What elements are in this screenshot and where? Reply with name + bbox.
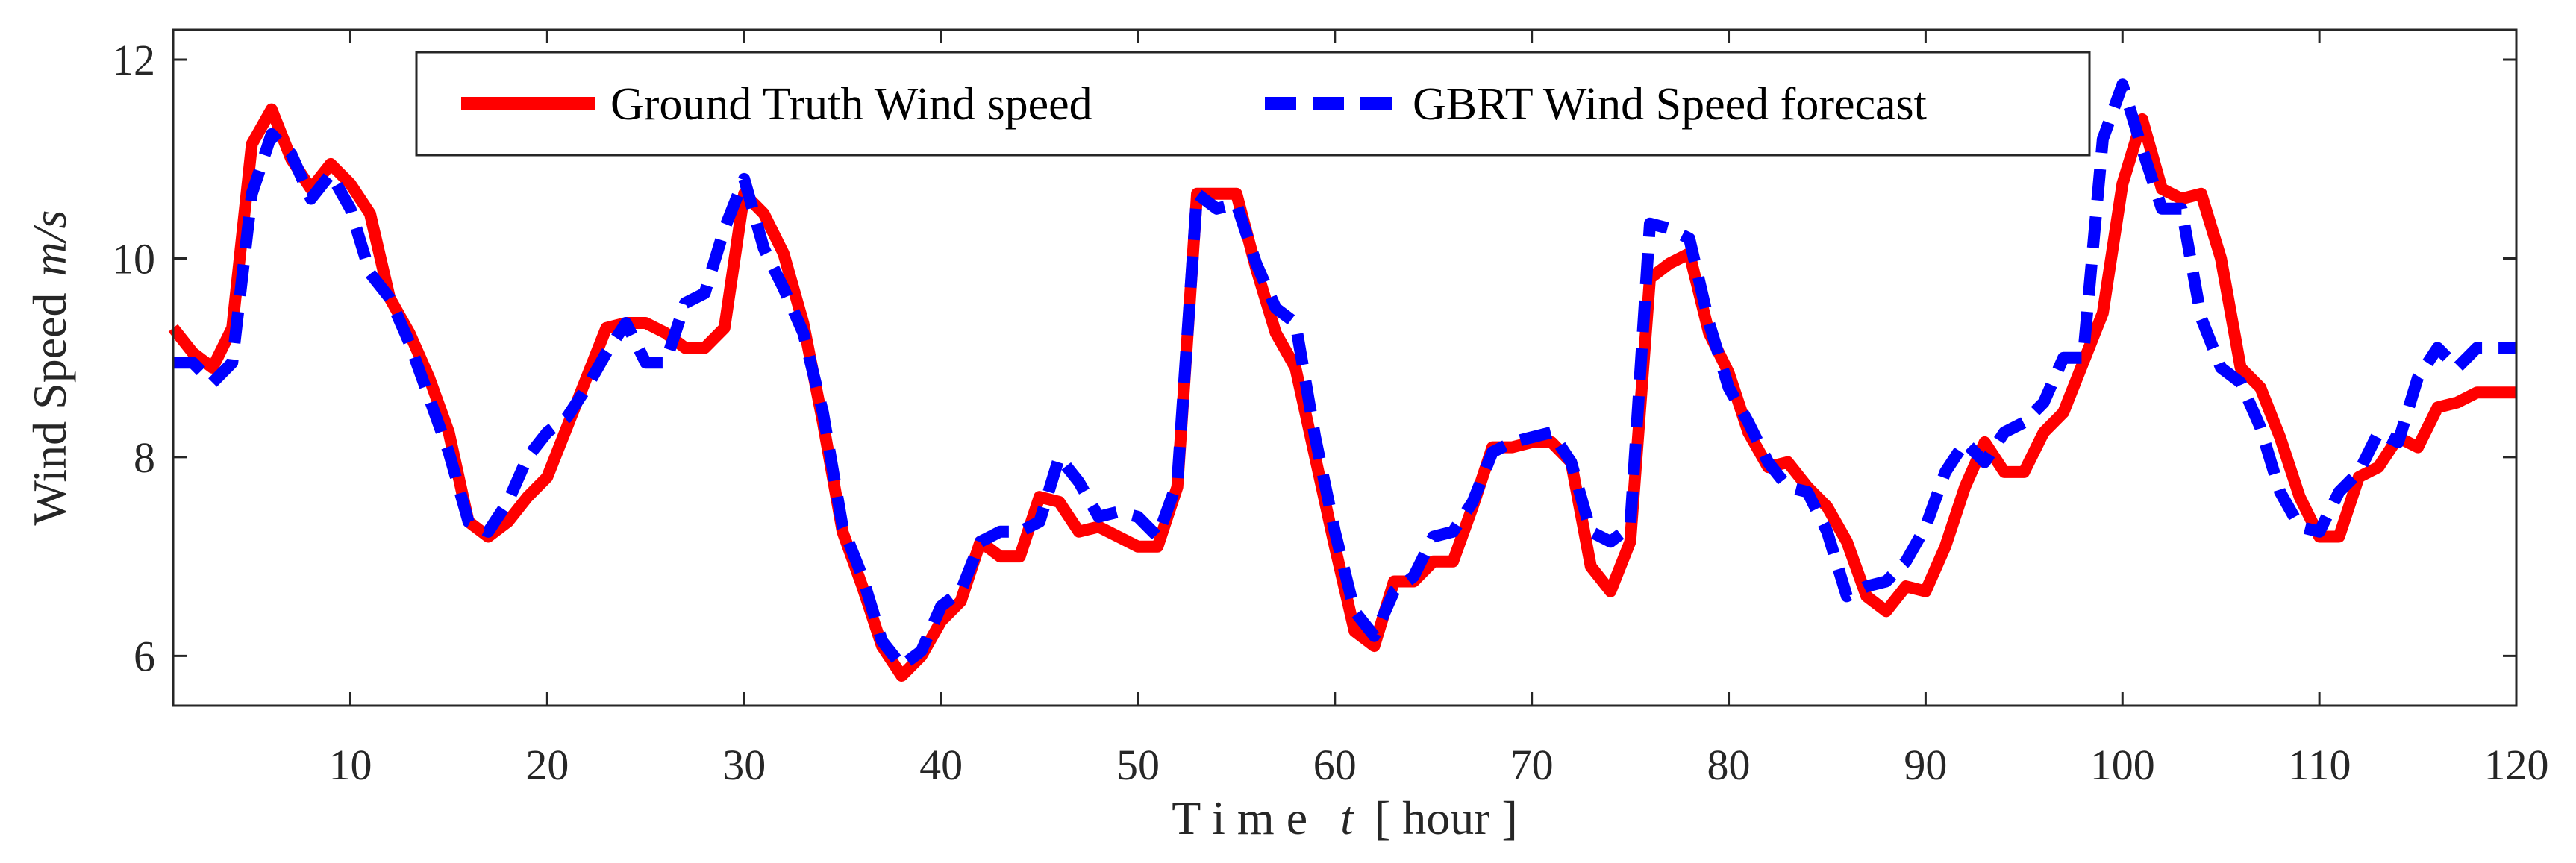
legend: Ground Truth Wind speed GBRT Wind Speed … [415,51,2091,157]
y-axis-ticks: 6 8 10 12 [112,36,2516,680]
x-axis-label: T i m e [1172,791,1307,844]
x-axis-unit: [ hour ] [1375,791,1518,844]
plot-lines [168,78,2516,682]
y-tick-label: 6 [134,632,155,680]
y-axis-unit: m/s [23,210,76,277]
x-tick-label: 40 [919,741,963,789]
legend-label-gbrt: GBRT Wind Speed forecast [1413,79,1927,130]
legend-label-ground-truth: Ground Truth Wind speed [610,79,1092,130]
y-axis-label: Wind Speed [23,292,76,525]
x-tick-label: 50 [1116,741,1160,789]
x-axis-title: T i m e t [ hour ] [1172,791,1518,844]
x-axis-ticks: 10 20 30 40 50 60 70 80 90 100 110 120 [328,30,2549,789]
x-tick-label: 60 [1313,741,1357,789]
series-line-gbrt-forecast [173,78,2516,672]
x-tick-label: 80 [1707,741,1751,789]
y-tick-label: 8 [134,433,155,482]
x-tick-label: 20 [525,741,569,789]
x-tick-label: 10 [328,741,372,789]
y-axis-title: Wind Speed m/s [23,210,76,526]
plot-area-frame [172,28,2518,707]
y-tick-label: 12 [112,36,155,84]
x-axis-variable: t [1340,791,1355,844]
x-tick-label: 70 [1510,741,1554,789]
x-tick-label: 120 [2484,741,2549,789]
x-tick-label: 100 [2090,741,2155,789]
x-tick-label: 110 [2288,741,2351,789]
x-tick-label: 90 [1904,741,1947,789]
x-tick-label: 30 [722,741,766,789]
legend-box [415,51,2091,157]
y-tick-label: 10 [112,234,155,283]
